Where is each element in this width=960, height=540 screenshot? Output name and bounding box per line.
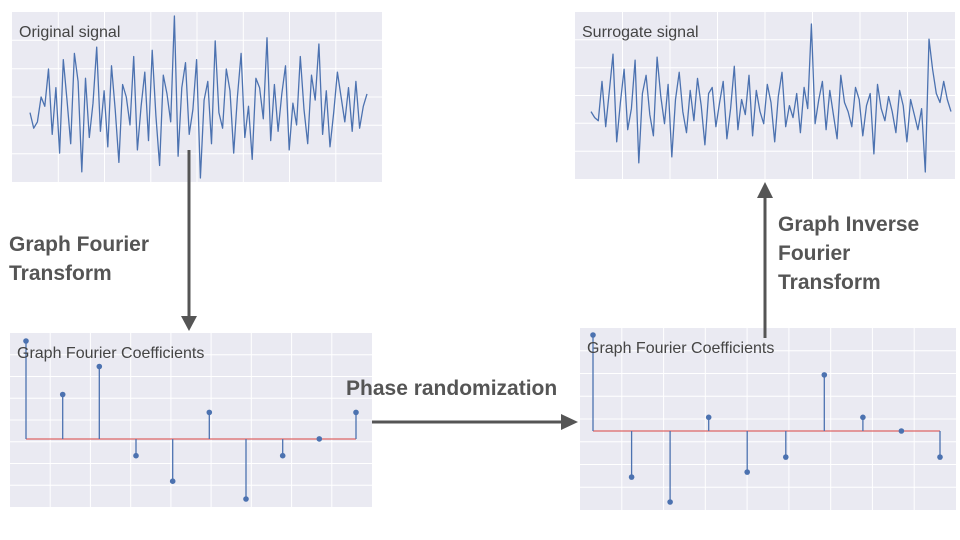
stem-marker <box>628 474 635 480</box>
signal-line <box>590 23 952 173</box>
coefficient-grid <box>10 333 372 507</box>
surrogate-signal-title: Surrogate signal <box>582 24 699 41</box>
arrow-igft <box>757 182 773 338</box>
stem-marker <box>353 409 359 416</box>
stem-marker <box>783 454 789 460</box>
arrow-phase <box>372 414 578 430</box>
stem-marker <box>705 414 712 421</box>
igft-label-line2: Fourier <box>778 242 851 265</box>
arrow-gft <box>181 150 197 331</box>
gft-label: Graph Fourier Transform <box>9 230 149 288</box>
stem-marker <box>243 496 249 502</box>
stem-marker <box>821 372 828 378</box>
coefficients-title-left: Graph Fourier Coefficients <box>17 345 205 362</box>
stem-marker <box>23 338 29 344</box>
stem-marker <box>898 428 905 434</box>
stem-marker <box>937 454 943 460</box>
stem-marker <box>206 409 213 416</box>
original-signal-panel: Original signal <box>12 12 382 182</box>
phase-label-text: Phase randomization <box>346 377 558 400</box>
igft-label: Graph Inverse Fourier Transform <box>778 210 919 297</box>
stem-marker <box>316 436 323 442</box>
signal-grid <box>575 12 955 179</box>
original-signal-chart <box>12 12 382 182</box>
gft-label-line2: Transform <box>9 262 112 285</box>
coefficients-panel-right: Graph Fourier Coefficients <box>580 328 956 510</box>
coefficients-panel-left: Graph Fourier Coefficients <box>10 333 372 507</box>
stem-marker <box>860 414 866 421</box>
surrogate-signal-chart <box>575 12 955 179</box>
igft-label-line3: Transform <box>778 271 881 294</box>
stem-marker <box>590 332 596 338</box>
stem-marker <box>96 363 103 370</box>
igft-label-line1: Graph Inverse <box>778 213 920 236</box>
stem-marker <box>744 469 750 475</box>
stem-marker <box>133 452 139 459</box>
stem-marker <box>59 391 66 398</box>
coefficients-chart-right <box>580 328 956 510</box>
stem-marker <box>169 478 176 484</box>
coefficients-title-right: Graph Fourier Coefficients <box>587 340 775 357</box>
stem-marker <box>279 452 286 459</box>
surrogate-signal-panel: Surrogate signal <box>575 12 955 179</box>
original-signal-title: Original signal <box>19 24 121 41</box>
gft-label-line1: Graph Fourier <box>9 233 150 256</box>
stem-marker <box>667 499 673 505</box>
phase-label: Phase randomization <box>346 374 557 403</box>
coefficients-chart-left <box>10 333 372 507</box>
coefficient-grid <box>580 328 956 510</box>
signal-line <box>29 15 368 179</box>
